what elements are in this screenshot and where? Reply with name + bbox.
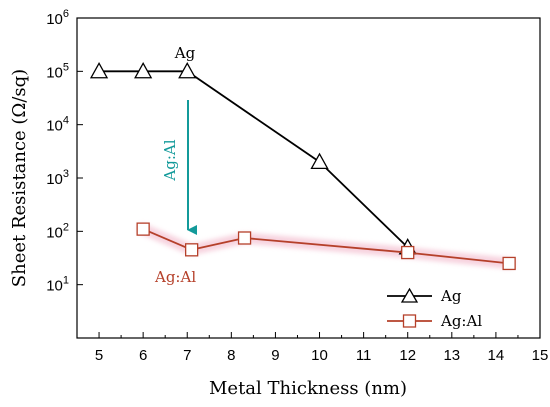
x-tick-label: 14 — [488, 347, 505, 364]
y-axis-label: Sheet Resistance (Ω/sq) — [9, 69, 30, 287]
x-tick-label: 13 — [443, 347, 460, 364]
x-axis-label: Metal Thickness (nm) — [209, 378, 407, 399]
x-tick-label: 8 — [227, 347, 235, 364]
data-point-square — [401, 245, 415, 260]
x-tick-label: 5 — [95, 347, 103, 364]
x-tick-label: 6 — [139, 347, 147, 364]
y-axis-title: Sheet Resistance (Ω/sq) — [9, 69, 30, 287]
x-tick-label: 15 — [532, 347, 549, 364]
y-tick-label: 101 — [46, 275, 69, 295]
y-tick-label: 105 — [46, 61, 69, 81]
data-point-triangle — [178, 61, 197, 79]
y-tick-label: 103 — [46, 168, 69, 188]
y-tick-label: 104 — [46, 115, 69, 135]
legend-label-ag: Ag — [440, 287, 462, 305]
legend: Ag Ag:Al — [387, 287, 482, 330]
data-point-square — [184, 243, 199, 257]
annotation-agal-series-label: Ag:Al — [154, 268, 196, 286]
data-point-triangle — [89, 61, 109, 79]
y-tick-label: 102 — [46, 221, 69, 241]
plot-frame — [76, 17, 541, 339]
legend-square-marker — [402, 314, 417, 328]
data-point-square — [237, 231, 252, 245]
data-point-square — [502, 256, 516, 271]
series-line-0 — [99, 70, 409, 249]
x-tick-label: 10 — [311, 347, 328, 364]
x-tick-label: 9 — [271, 347, 279, 364]
legend-label-agal: Ag:Al — [440, 312, 482, 330]
data-point-square — [136, 222, 150, 236]
x-tick-label: 12 — [399, 347, 416, 364]
axis-ticks: 5 6 7 8 9 10 11 12 13 14 15 101 102 103 104 105 106 — [46, 8, 548, 364]
y-tick-label: 106 — [46, 8, 69, 28]
legend-triangle-marker — [400, 287, 419, 303]
annotation-ag-label: Ag — [174, 44, 196, 62]
annotation-agal-vertical-label: Ag:Al — [161, 139, 179, 181]
x-tick-label: 7 — [183, 347, 191, 364]
series-layer — [89, 61, 516, 271]
x-tick-label: 11 — [356, 347, 372, 364]
data-point-triangle — [134, 61, 153, 79]
data-point-triangle — [310, 152, 329, 169]
x-axis-title: Metal Thickness (nm) — [209, 378, 407, 399]
